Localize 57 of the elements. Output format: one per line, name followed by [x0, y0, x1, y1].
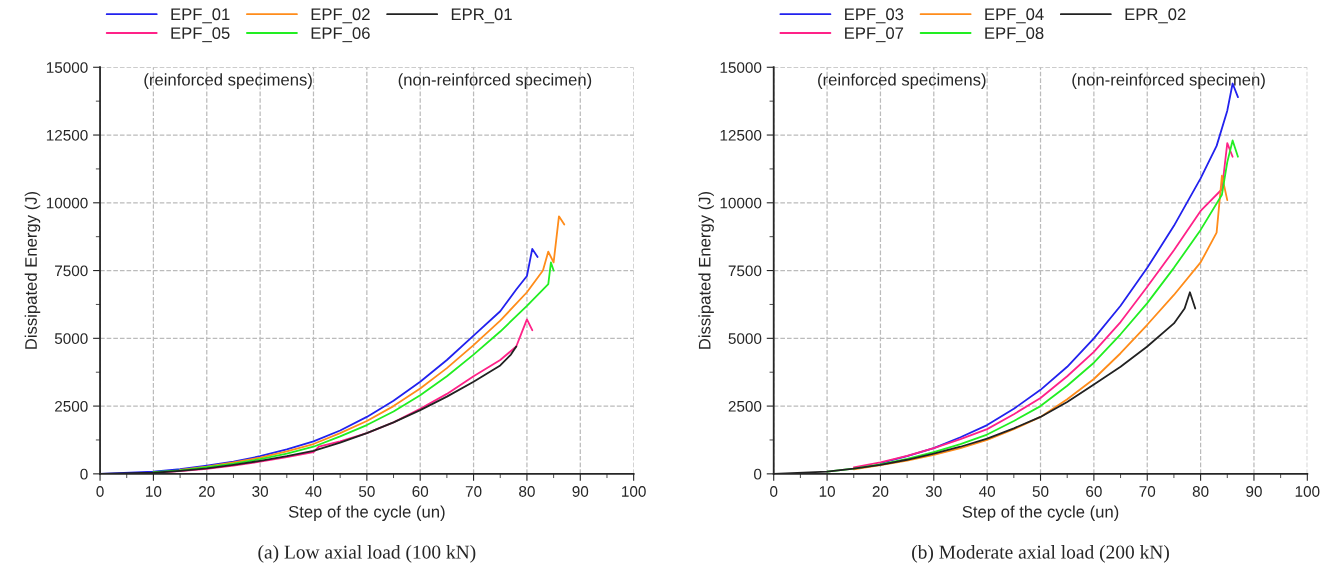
legend-label: EPF_03: [845, 8, 904, 24]
text: (a) Low axial load (100 kN): [258, 545, 476, 563]
y-tick-label: 7500: [728, 265, 762, 277]
legend-label: EPR_02: [1125, 8, 1186, 24]
legend-label: EPF_06: [311, 27, 370, 43]
x-tick-label: 60: [1086, 486, 1102, 497]
y-tick-label: 10000: [46, 197, 88, 209]
y-tick-label: 2500: [728, 400, 762, 412]
x-tick-label: 100: [622, 486, 646, 497]
y-tick-label: 10000: [720, 197, 762, 209]
x-tick-label: 0: [770, 486, 778, 497]
annotation: (non-reinforced specimen): [1072, 73, 1265, 89]
x-tick-label: 90: [572, 486, 589, 497]
y-axis-title: Dissipated Energy (J): [698, 191, 714, 349]
x-tick-label: 70: [465, 486, 482, 497]
x-axis-title: Step of the cycle (un): [962, 505, 1119, 521]
y-tick-label: 7500: [55, 265, 88, 277]
legend-label: EPR_01: [451, 8, 512, 24]
legend-label: EPF_07: [845, 27, 904, 43]
y-tick-label: 15000: [720, 62, 762, 73]
y-tick-label: 5000: [728, 333, 762, 345]
x-tick-label: 60: [412, 486, 429, 497]
y-tick-label: 5000: [54, 333, 88, 345]
x-axis-title: Step of the cycle (un): [288, 505, 445, 521]
x-tick-label: 70: [1139, 486, 1156, 497]
annotation: (reinforced specimens): [144, 73, 312, 89]
y-tick-label: 2500: [55, 400, 88, 412]
legend-label: EPF_04: [985, 8, 1044, 24]
legend-label: EPF_01: [171, 8, 230, 24]
y-axis-title: Dissipated Energy (J): [24, 191, 41, 349]
x-tick-label: 80: [1192, 486, 1209, 497]
x-tick-label: 100: [1295, 486, 1320, 497]
x-tick-label: 0: [96, 486, 104, 497]
x-tick-label: 10: [819, 486, 835, 497]
annotation: (reinforced specimens): [818, 73, 986, 89]
x-tick-label: 10: [146, 486, 162, 497]
y-tick-label: 15000: [46, 62, 88, 73]
y-tick-label: 12500: [720, 129, 762, 141]
y-tick-label: 0: [80, 468, 88, 480]
x-tick-label: 90: [1246, 486, 1262, 497]
legend-label: EPF_08: [985, 27, 1044, 43]
y-tick-label: 0: [754, 468, 762, 480]
x-tick-label: 20: [199, 486, 215, 497]
y-tick-label: 12500: [46, 129, 88, 141]
line-series: [152, 261, 555, 474]
x-tick-label: 40: [305, 486, 322, 497]
legend-label: EPF_02: [311, 8, 370, 24]
x-tick-label: 80: [519, 486, 535, 497]
x-tick-label: 40: [979, 486, 996, 497]
text: (b) Moderate axial load (200 kN): [912, 545, 1169, 563]
x-tick-label: 50: [358, 486, 375, 497]
x-tick-label: 30: [925, 486, 942, 497]
legend-label: EPF_05: [171, 27, 230, 43]
x-tick-label: 20: [872, 486, 889, 497]
x-tick-label: 30: [252, 486, 269, 497]
x-tick-label: 50: [1032, 486, 1049, 497]
annotation: (non-reinforced specimen): [398, 73, 592, 89]
